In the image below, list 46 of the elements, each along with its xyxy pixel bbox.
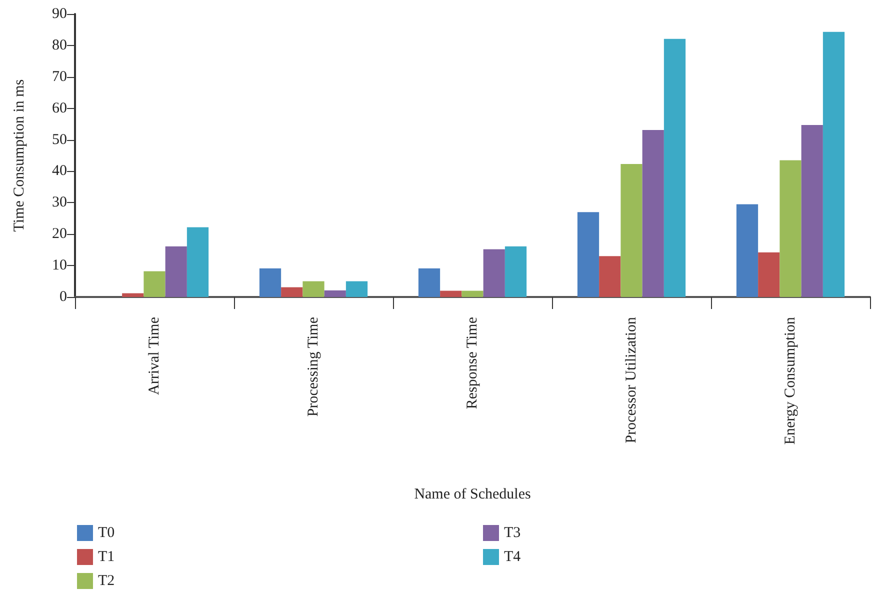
bar [259, 268, 282, 297]
y-tick-label: 50 [52, 132, 67, 148]
bar [620, 164, 642, 297]
x-tick-label: Processing Time [306, 316, 322, 417]
y-axis-title: Time Consumption in ms [12, 79, 28, 232]
legend-label: T2 [98, 573, 115, 589]
y-tick-label: 80 [52, 37, 67, 54]
legend-label: T1 [98, 549, 115, 565]
y-tick-label: 30 [52, 194, 67, 211]
bar [302, 281, 324, 297]
bar [664, 38, 686, 297]
y-tick-label: 60 [52, 100, 67, 116]
x-tick-label: Processor Utilization [624, 316, 640, 444]
y-tick-label: 40 [52, 163, 67, 180]
y-tick-label: 0 [60, 289, 67, 305]
bar [758, 252, 780, 297]
bar [281, 287, 303, 297]
y-tick-label: 90 [52, 6, 67, 22]
y-tick-label: 70 [52, 68, 67, 85]
y-tick-label: 10 [52, 258, 67, 274]
bar [418, 268, 440, 297]
x-tick-label: Response Time [464, 316, 480, 410]
y-tick-label: 20 [52, 226, 67, 242]
bar [346, 281, 368, 297]
legend-label: T0 [98, 525, 115, 541]
bar [165, 246, 187, 297]
bar [186, 227, 209, 297]
x-tick-label: Energy Consumption [782, 316, 798, 445]
bar [122, 293, 144, 297]
bar [144, 271, 166, 297]
legend-label: T3 [504, 525, 521, 541]
bar [822, 32, 845, 297]
bar [483, 249, 505, 297]
bar [801, 125, 823, 297]
bar [780, 160, 802, 297]
bar [504, 246, 527, 297]
legend-label: T4 [504, 549, 522, 565]
bar [642, 130, 664, 297]
x-axis-title: Name of Schedules [414, 486, 531, 502]
x-tick-label: Arrival Time [146, 316, 162, 395]
bar [599, 256, 621, 297]
bar [577, 212, 600, 297]
bar [736, 204, 758, 297]
bar [462, 290, 484, 297]
bar [440, 290, 462, 297]
bar [324, 290, 346, 297]
